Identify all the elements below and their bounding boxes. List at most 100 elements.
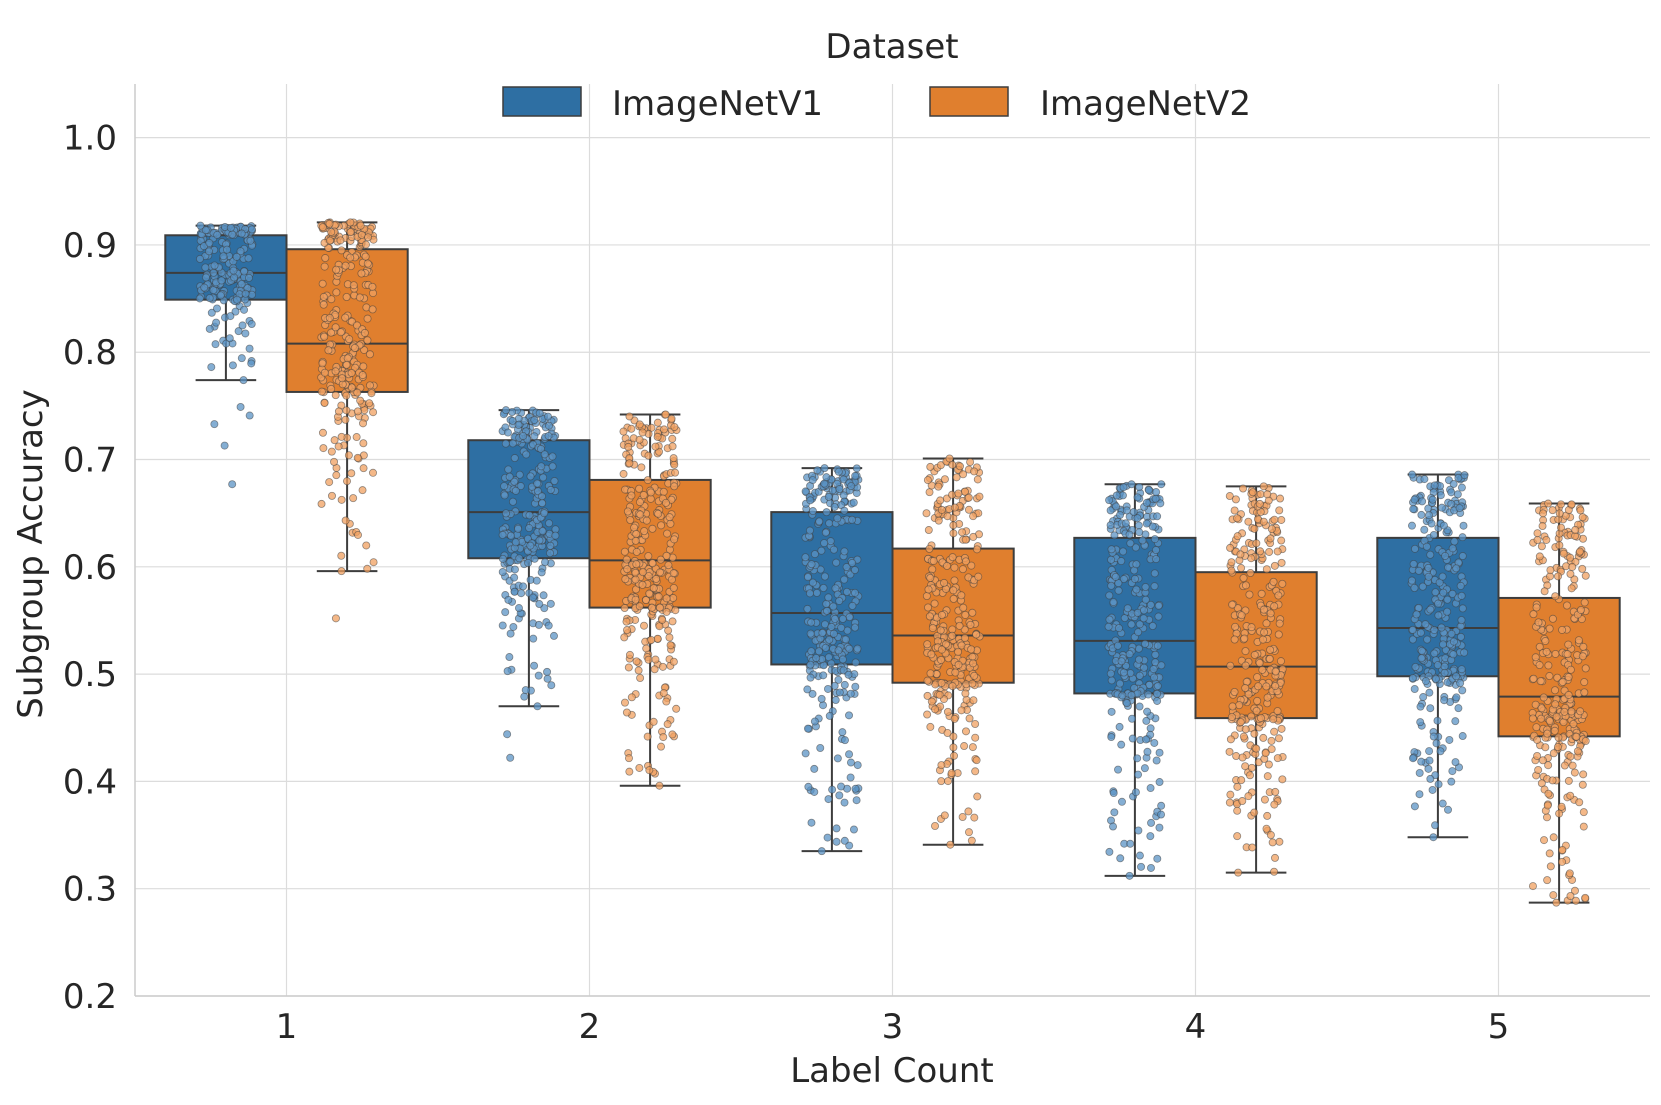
data-point-imagenetv2 [657,521,666,530]
data-point-imagenetv1 [1437,503,1446,512]
data-point-imagenetv1 [1131,788,1140,797]
data-point-imagenetv1 [519,432,528,441]
data-point-imagenetv2 [1252,706,1261,715]
data-point-imagenetv1 [525,511,534,520]
data-point-imagenetv1 [504,595,513,604]
data-point-imagenetv2 [1254,682,1263,691]
data-point-imagenetv1 [1106,521,1115,530]
data-point-imagenetv1 [1123,604,1132,613]
data-point-imagenetv1 [1429,833,1438,842]
data-point-imagenetv1 [535,409,544,418]
data-point-imagenetv1 [211,340,220,349]
data-point-imagenetv2 [1278,579,1287,588]
data-point-imagenetv1 [515,470,524,479]
data-point-imagenetv2 [964,807,973,816]
data-point-imagenetv2 [1263,811,1272,820]
data-point-imagenetv2 [355,293,364,302]
data-point-imagenetv1 [1419,693,1428,702]
data-point-imagenetv1 [544,421,553,430]
data-point-imagenetv1 [1119,547,1128,556]
data-point-imagenetv2 [327,491,336,500]
data-point-imagenetv2 [965,714,974,723]
data-point-imagenetv2 [341,516,350,525]
data-point-imagenetv2 [1566,791,1575,800]
data-point-imagenetv1 [1434,780,1443,789]
data-point-imagenetv2 [1534,618,1543,627]
data-point-imagenetv1 [834,646,843,655]
data-point-imagenetv2 [621,575,630,584]
data-point-imagenetv2 [656,555,665,564]
data-point-imagenetv1 [506,557,515,566]
data-point-imagenetv2 [325,478,334,487]
data-point-imagenetv1 [530,415,539,424]
data-point-imagenetv2 [1551,649,1560,658]
data-point-imagenetv2 [937,655,946,664]
data-point-imagenetv2 [662,607,671,616]
data-point-imagenetv1 [1456,632,1465,641]
data-point-imagenetv2 [1274,591,1283,600]
data-point-imagenetv2 [353,453,362,462]
data-point-imagenetv1 [826,537,835,546]
data-point-imagenetv2 [635,484,644,493]
data-point-imagenetv1 [231,307,240,316]
data-point-imagenetv2 [927,650,936,659]
data-point-imagenetv2 [666,519,675,528]
data-point-imagenetv2 [661,498,670,507]
data-point-imagenetv1 [801,553,810,562]
data-point-imagenetv1 [1153,689,1162,698]
data-point-imagenetv2 [1578,513,1587,522]
data-point-imagenetv2 [643,476,652,485]
data-point-imagenetv2 [1578,780,1587,789]
data-point-imagenetv1 [514,604,523,613]
data-point-imagenetv2 [1576,506,1585,515]
data-point-imagenetv1 [820,464,829,473]
data-point-imagenetv2 [1551,592,1560,601]
data-point-imagenetv2 [663,720,672,729]
data-point-imagenetv1 [1443,607,1452,616]
data-point-imagenetv2 [947,769,956,778]
data-point-imagenetv1 [810,787,819,796]
data-point-imagenetv2 [620,604,629,613]
data-point-imagenetv1 [1439,588,1448,597]
data-point-imagenetv2 [365,399,374,408]
data-point-imagenetv1 [835,596,844,605]
data-point-imagenetv2 [936,461,945,470]
data-point-imagenetv2 [346,253,355,262]
data-point-imagenetv2 [1550,726,1559,735]
data-point-imagenetv1 [1131,543,1140,552]
data-point-imagenetv2 [649,717,658,726]
data-point-imagenetv2 [1544,499,1553,508]
data-point-imagenetv2 [949,521,958,530]
data-point-imagenetv1 [207,308,216,317]
data-point-imagenetv1 [1408,470,1417,479]
data-point-imagenetv2 [1257,589,1266,598]
data-point-imagenetv2 [347,383,356,392]
data-point-imagenetv1 [1119,483,1128,492]
data-point-imagenetv1 [806,629,815,638]
data-point-imagenetv1 [510,587,519,596]
data-point-imagenetv2 [622,626,631,635]
data-point-imagenetv1 [219,252,228,261]
data-point-imagenetv1 [514,524,523,533]
data-point-imagenetv2 [1552,712,1561,721]
data-point-imagenetv2 [959,603,968,612]
data-point-imagenetv1 [1448,544,1457,553]
data-point-imagenetv2 [361,240,370,249]
data-point-imagenetv1 [1134,628,1143,637]
data-point-imagenetv2 [1549,749,1558,758]
data-point-imagenetv2 [971,733,980,742]
x-axis-label: Label Count [790,1051,994,1091]
data-point-imagenetv2 [350,343,359,352]
data-point-imagenetv2 [1265,654,1274,663]
data-point-imagenetv2 [973,475,982,484]
data-point-imagenetv2 [653,634,662,643]
data-point-imagenetv2 [1256,547,1265,556]
data-point-imagenetv1 [506,629,515,638]
data-point-imagenetv2 [619,469,628,478]
data-point-imagenetv2 [943,512,952,521]
data-point-imagenetv2 [1260,795,1269,804]
data-point-imagenetv2 [1567,707,1576,716]
data-point-imagenetv2 [1567,500,1576,509]
data-point-imagenetv2 [1233,532,1242,541]
data-point-imagenetv2 [365,350,374,359]
